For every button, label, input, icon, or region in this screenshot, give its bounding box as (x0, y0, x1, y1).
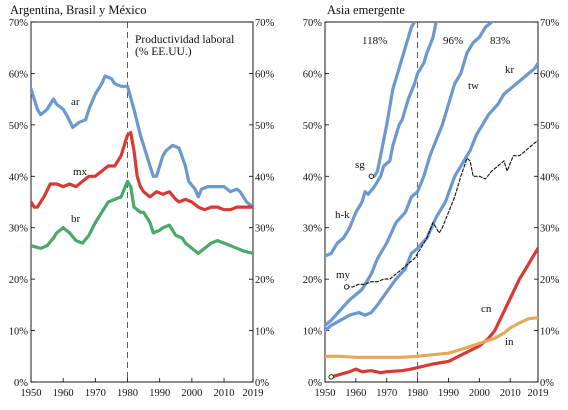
series-line-tw (325, 22, 494, 327)
y-tick-label-left: 50% (303, 121, 323, 132)
x-tick-label: 2000 (181, 388, 202, 399)
label-my: my (336, 269, 351, 281)
top-label-83: 83% (490, 35, 510, 47)
y-tick-label-left: 70% (9, 18, 29, 29)
right-panel: Asia emergente 0% 0% 10% 10% 20% 20% 30% 30% 40%… (303, 3, 560, 399)
label-tw: tw (468, 80, 479, 92)
y-tick-label-left: 20% (9, 275, 29, 286)
label-in: in (505, 336, 514, 348)
y-tick-label-left: 10% (303, 327, 323, 338)
x-tick-label: 2000 (469, 388, 490, 399)
series-line-my (346, 139, 538, 288)
label-mx: mx (73, 166, 88, 178)
y-tick-label-right: 60% (540, 69, 560, 80)
label-br: br (71, 213, 81, 225)
top-label-96: 96% (443, 35, 463, 47)
y-tick-label-right: 50% (540, 121, 560, 132)
y-tick-label-right: 40% (540, 172, 560, 183)
label-cn: cn (481, 303, 492, 315)
y-tick-label-left: 40% (9, 172, 29, 183)
x-tick-label: 1980 (407, 388, 428, 399)
y-tick-label-right: 70% (540, 18, 560, 29)
y-tick-label-left: 60% (9, 69, 29, 80)
x-tick-label: 1960 (345, 388, 366, 399)
y-tick-label-left: 0% (14, 378, 28, 389)
annotation-percent-usa: (% EE.UU.) (135, 46, 192, 58)
y-tick-label-left: 40% (303, 172, 323, 183)
plot-frame (324, 21, 539, 383)
y-tick-label-left: 10% (9, 327, 29, 338)
plot-frame (30, 21, 254, 383)
y-tick-label-left: 60% (303, 69, 323, 80)
series-line-mx (31, 131, 253, 212)
label-sg: sg (355, 159, 365, 171)
y-tick-label-left: 70% (303, 18, 323, 29)
left-panel: Argentina, Brasil y México 0% 0% 10% 10% 20%… (9, 3, 275, 399)
y-tick-label-right: 30% (255, 224, 275, 235)
start-marker-sg (368, 173, 374, 179)
y-tick-label-right: 40% (255, 172, 275, 183)
start-marker-my (343, 284, 350, 290)
label-ar: ar (71, 96, 80, 108)
y-tick-label-left: 30% (303, 224, 323, 235)
y-tick-label-left: 50% (9, 121, 29, 132)
series-line-hk (325, 22, 438, 258)
y-tick-label-left: 30% (9, 224, 29, 235)
y-tick-label-right: 10% (540, 327, 560, 338)
y-tick-label-right: 20% (540, 275, 560, 286)
x-tick-label: 2019 (528, 388, 549, 399)
x-tick-label: 1980 (117, 388, 138, 399)
label-hk: h-k (335, 209, 350, 221)
start-marker-cn (328, 374, 334, 380)
x-tick-label: 2010 (500, 388, 521, 399)
left-title: Argentina, Brasil y México (10, 3, 147, 17)
y-tick-label-left: 0% (308, 378, 322, 389)
x-tick-label: 1970 (376, 388, 397, 399)
y-tick-label-right: 10% (255, 327, 275, 338)
x-tick-label: 1950 (21, 388, 42, 399)
x-tick-label: 1990 (438, 388, 459, 399)
y-tick-label-left: 20% (303, 275, 323, 286)
x-tick-label: 1950 (315, 388, 336, 399)
y-tick-label-right: 20% (255, 275, 275, 286)
y-tick-label-right: 50% (255, 121, 275, 132)
series-line-sg (369, 22, 417, 178)
label-kr: kr (505, 64, 515, 76)
series-line-kr (325, 61, 538, 333)
y-tick-label-right: 60% (255, 69, 275, 80)
x-tick-label: 1990 (149, 388, 170, 399)
annotation-productividad: Productividad laboral (135, 34, 234, 46)
x-tick-label: 2010 (214, 388, 235, 399)
right-title: Asia emergente (327, 3, 405, 17)
series-line-in (325, 316, 538, 359)
x-tick-label: 2019 (243, 388, 264, 399)
y-tick-label-right: 0% (255, 378, 269, 389)
series-line-ar (31, 74, 253, 209)
top-label-118: 118% (362, 35, 387, 47)
y-tick-label-right: 70% (255, 18, 275, 29)
x-tick-label: 1970 (85, 388, 106, 399)
y-tick-label-right: 0% (540, 378, 554, 389)
series-line-br (31, 179, 253, 255)
y-tick-label-right: 30% (540, 224, 560, 235)
series-line-cn (329, 246, 538, 379)
x-tick-label: 1960 (53, 388, 74, 399)
